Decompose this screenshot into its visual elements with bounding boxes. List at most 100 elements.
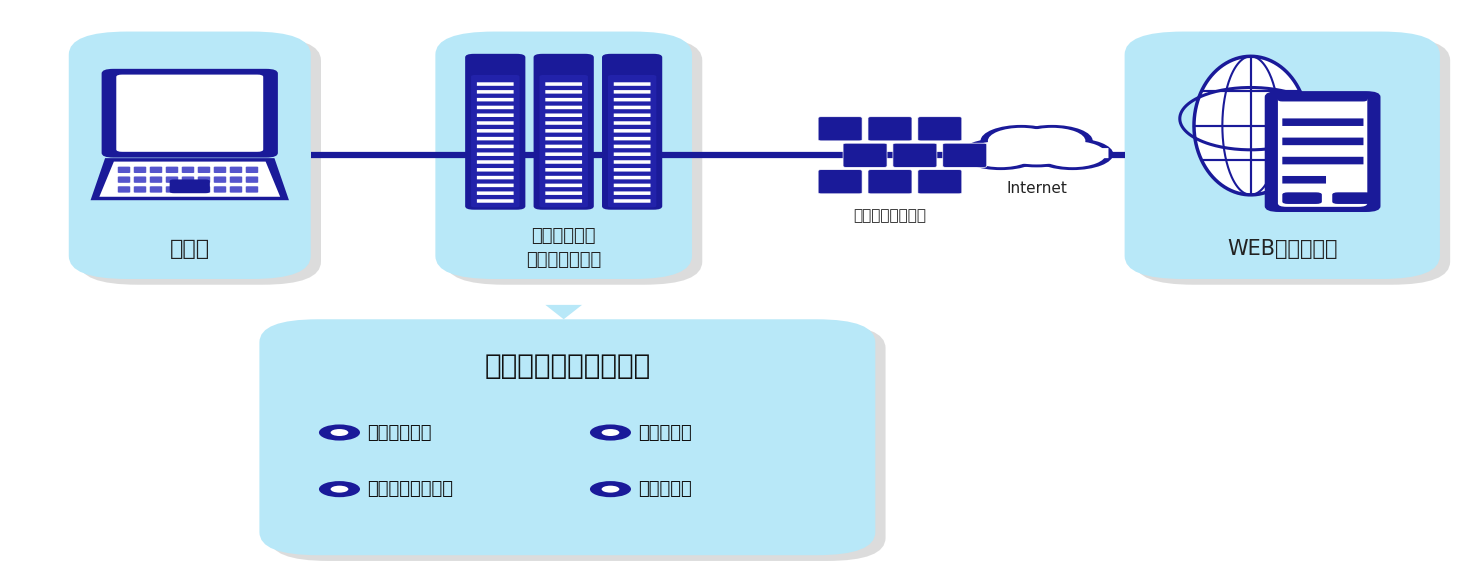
- FancyBboxPatch shape: [213, 167, 227, 173]
- FancyBboxPatch shape: [118, 187, 130, 193]
- FancyBboxPatch shape: [134, 167, 146, 173]
- FancyBboxPatch shape: [246, 167, 258, 173]
- Polygon shape: [545, 305, 581, 320]
- FancyBboxPatch shape: [919, 170, 961, 194]
- Polygon shape: [99, 162, 280, 197]
- FancyBboxPatch shape: [539, 59, 587, 74]
- FancyBboxPatch shape: [942, 143, 986, 167]
- FancyBboxPatch shape: [166, 187, 178, 193]
- FancyBboxPatch shape: [259, 320, 876, 555]
- Circle shape: [319, 425, 361, 440]
- Circle shape: [960, 138, 1041, 170]
- Circle shape: [967, 141, 1033, 167]
- FancyBboxPatch shape: [614, 145, 651, 148]
- FancyBboxPatch shape: [246, 177, 258, 183]
- Polygon shape: [91, 158, 289, 200]
- FancyBboxPatch shape: [197, 177, 210, 183]
- FancyBboxPatch shape: [150, 167, 162, 173]
- FancyBboxPatch shape: [614, 98, 651, 102]
- FancyBboxPatch shape: [545, 90, 581, 94]
- FancyBboxPatch shape: [614, 83, 651, 86]
- FancyBboxPatch shape: [477, 137, 514, 141]
- FancyBboxPatch shape: [213, 177, 227, 183]
- FancyBboxPatch shape: [1282, 176, 1326, 184]
- FancyBboxPatch shape: [868, 117, 913, 141]
- FancyBboxPatch shape: [181, 167, 194, 173]
- FancyBboxPatch shape: [545, 145, 581, 148]
- FancyBboxPatch shape: [269, 325, 886, 561]
- FancyBboxPatch shape: [894, 143, 936, 167]
- Circle shape: [331, 429, 349, 436]
- FancyBboxPatch shape: [545, 152, 581, 156]
- Circle shape: [331, 486, 349, 493]
- Circle shape: [1032, 138, 1113, 170]
- FancyBboxPatch shape: [1135, 37, 1450, 285]
- FancyBboxPatch shape: [614, 191, 651, 195]
- FancyBboxPatch shape: [134, 187, 146, 193]
- FancyBboxPatch shape: [1332, 192, 1372, 204]
- FancyBboxPatch shape: [116, 74, 263, 152]
- FancyBboxPatch shape: [230, 167, 243, 173]
- FancyBboxPatch shape: [545, 176, 581, 180]
- FancyBboxPatch shape: [868, 170, 913, 194]
- Text: お客様: お客様: [169, 239, 210, 259]
- Text: データセンター: データセンター: [526, 252, 602, 270]
- FancyBboxPatch shape: [545, 121, 581, 125]
- FancyBboxPatch shape: [150, 187, 162, 193]
- FancyBboxPatch shape: [614, 199, 651, 203]
- FancyBboxPatch shape: [614, 176, 651, 180]
- FancyBboxPatch shape: [614, 137, 651, 141]
- FancyBboxPatch shape: [602, 54, 662, 210]
- FancyBboxPatch shape: [614, 152, 651, 156]
- FancyBboxPatch shape: [166, 177, 178, 183]
- Text: ホームページスペース: ホームページスペース: [484, 353, 651, 381]
- FancyBboxPatch shape: [533, 54, 593, 210]
- FancyBboxPatch shape: [477, 98, 514, 102]
- FancyBboxPatch shape: [545, 168, 581, 171]
- Text: サーバ運用: サーバ運用: [639, 480, 692, 498]
- Circle shape: [602, 429, 620, 436]
- FancyBboxPatch shape: [446, 37, 702, 285]
- FancyBboxPatch shape: [471, 75, 520, 207]
- FancyBboxPatch shape: [213, 187, 227, 193]
- FancyBboxPatch shape: [545, 191, 581, 195]
- FancyBboxPatch shape: [614, 168, 651, 171]
- FancyBboxPatch shape: [79, 37, 321, 285]
- FancyBboxPatch shape: [1278, 96, 1367, 102]
- Circle shape: [1011, 125, 1092, 157]
- FancyBboxPatch shape: [477, 168, 514, 171]
- FancyBboxPatch shape: [477, 199, 514, 203]
- FancyBboxPatch shape: [477, 121, 514, 125]
- FancyBboxPatch shape: [477, 113, 514, 117]
- FancyBboxPatch shape: [477, 129, 514, 132]
- FancyBboxPatch shape: [614, 129, 651, 132]
- FancyBboxPatch shape: [477, 145, 514, 148]
- FancyBboxPatch shape: [477, 83, 514, 86]
- FancyBboxPatch shape: [1282, 138, 1363, 145]
- FancyBboxPatch shape: [230, 187, 243, 193]
- Text: Internet: Internet: [1007, 181, 1067, 196]
- Circle shape: [590, 481, 631, 497]
- FancyBboxPatch shape: [477, 176, 514, 180]
- FancyBboxPatch shape: [1125, 31, 1440, 279]
- FancyBboxPatch shape: [614, 121, 651, 125]
- FancyBboxPatch shape: [166, 167, 178, 173]
- Circle shape: [1039, 141, 1105, 167]
- Polygon shape: [1194, 56, 1307, 195]
- Text: ドメイン取得: ドメイン取得: [368, 424, 431, 442]
- Circle shape: [1019, 128, 1085, 154]
- FancyBboxPatch shape: [545, 113, 581, 117]
- FancyBboxPatch shape: [545, 137, 581, 141]
- FancyBboxPatch shape: [608, 75, 657, 207]
- FancyBboxPatch shape: [471, 59, 520, 74]
- Text: スターネット: スターネット: [531, 227, 596, 245]
- FancyBboxPatch shape: [614, 160, 651, 164]
- FancyBboxPatch shape: [1278, 96, 1367, 207]
- FancyBboxPatch shape: [230, 177, 243, 183]
- FancyBboxPatch shape: [545, 83, 581, 86]
- FancyBboxPatch shape: [818, 170, 863, 194]
- FancyBboxPatch shape: [614, 90, 651, 94]
- FancyBboxPatch shape: [608, 59, 657, 74]
- FancyBboxPatch shape: [477, 160, 514, 164]
- FancyBboxPatch shape: [964, 148, 1108, 158]
